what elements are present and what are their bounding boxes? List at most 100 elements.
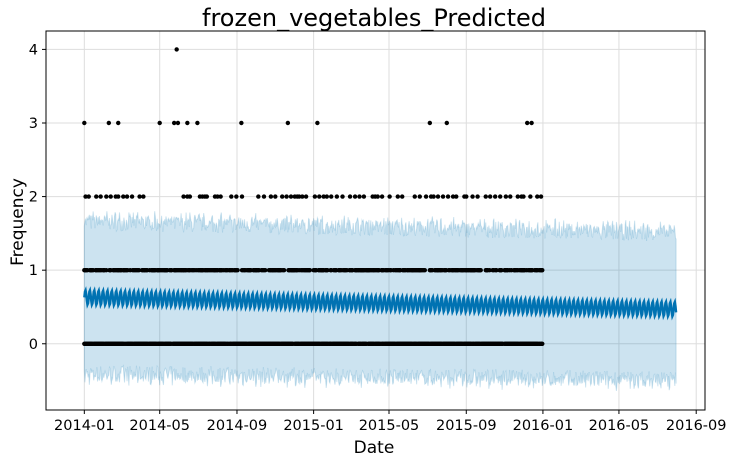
observed-point	[464, 194, 469, 199]
observed-point	[422, 267, 428, 273]
observed-point	[235, 267, 240, 273]
observed-point	[440, 194, 446, 199]
x-tick-label: 2014-09	[207, 418, 268, 434]
observed-point	[423, 194, 429, 199]
y-axis-title: Frequency	[8, 178, 28, 266]
observed-point	[454, 194, 459, 199]
observed-point	[315, 120, 320, 126]
x-tick-label: 2016-05	[589, 418, 650, 434]
observed-point	[435, 194, 441, 199]
observed-point	[395, 194, 400, 199]
observed-point	[137, 194, 142, 199]
observed-point	[427, 120, 433, 126]
observed-point	[508, 194, 513, 199]
observed-point	[215, 194, 220, 199]
y-tick-label: 2	[29, 190, 38, 206]
observed-point	[280, 194, 285, 199]
observed-point	[329, 194, 334, 199]
observed-point	[300, 194, 305, 199]
observed-point	[525, 120, 530, 126]
observed-point	[239, 120, 244, 126]
observed-point	[185, 120, 190, 126]
observed-point	[307, 267, 313, 273]
x-axis-title: Date	[354, 438, 395, 458]
x-tick-label: 2015-09	[436, 418, 497, 434]
observed-point	[261, 194, 267, 199]
x-tick-label: 2016-01	[513, 418, 574, 434]
observed-point	[136, 267, 142, 273]
observed-point	[400, 194, 405, 199]
observed-point	[121, 194, 126, 199]
observed-point	[540, 341, 545, 346]
observed-point	[296, 194, 302, 199]
observed-point	[352, 194, 358, 199]
observed-point	[538, 194, 544, 199]
observed-point	[375, 194, 380, 199]
observed-point	[171, 120, 177, 126]
observed-point	[175, 120, 181, 126]
observed-point	[218, 194, 223, 199]
observed-point	[181, 194, 186, 199]
observed-point	[108, 194, 113, 199]
observed-point	[86, 194, 91, 199]
observed-point	[281, 267, 287, 273]
observed-point	[195, 120, 200, 126]
observed-point	[187, 194, 193, 199]
observed-point	[478, 267, 483, 273]
observed-point	[83, 194, 88, 199]
plot-area: 2014-01 2014-05 2014-09 2015-01 2015-05 2015-…	[29, 30, 727, 434]
observed-point	[361, 194, 367, 199]
observed-point	[340, 194, 345, 199]
observed-point	[475, 194, 480, 199]
observed-point	[317, 194, 322, 199]
observed-point	[521, 194, 526, 199]
observed-point	[529, 120, 534, 126]
observed-point	[234, 194, 239, 199]
observed-point	[503, 194, 509, 199]
x-tick-label: 2014-01	[54, 418, 115, 434]
observed-point	[98, 194, 103, 199]
observed-point	[528, 194, 533, 199]
observed-point	[303, 194, 309, 199]
observed-point	[492, 194, 498, 199]
observed-point	[417, 194, 422, 199]
observed-point	[129, 194, 135, 199]
observed-point	[141, 194, 146, 199]
observed-point	[379, 194, 385, 199]
observed-point	[324, 194, 330, 199]
y-tick-label: 3	[29, 116, 38, 132]
observed-point	[494, 267, 499, 273]
y-tick-label: 1	[29, 263, 38, 279]
observed-point	[116, 120, 121, 126]
y-tick-label: 0	[29, 337, 38, 353]
observed-point	[268, 194, 274, 199]
x-tick-label: 2015-05	[359, 418, 420, 434]
observed-point	[239, 194, 245, 199]
observed-point	[498, 194, 503, 199]
observed-point	[499, 267, 504, 273]
observed-point	[82, 120, 87, 126]
observed-point	[535, 194, 540, 199]
observed-point	[325, 267, 330, 273]
observed-point	[347, 194, 353, 199]
observed-point	[540, 267, 545, 273]
observed-point	[357, 194, 362, 199]
observed-point	[174, 47, 179, 52]
observed-point	[263, 267, 268, 273]
observed-point	[412, 194, 417, 199]
x-tick-label: 2014-05	[129, 418, 190, 434]
observed-point	[94, 194, 99, 199]
observed-point	[256, 194, 261, 199]
observed-point	[387, 194, 392, 199]
observed-point	[204, 194, 210, 199]
observed-point	[116, 194, 121, 199]
x-tick-label: 2015-01	[283, 418, 344, 434]
forecast-line	[83, 286, 678, 321]
x-tick-label: 2016-09	[666, 418, 727, 434]
observed-point	[487, 194, 493, 199]
observed-point	[124, 194, 130, 199]
chart-title: frozen_vegetables_Predicted	[202, 4, 546, 32]
observed-point	[321, 194, 326, 199]
observed-point	[229, 194, 234, 199]
